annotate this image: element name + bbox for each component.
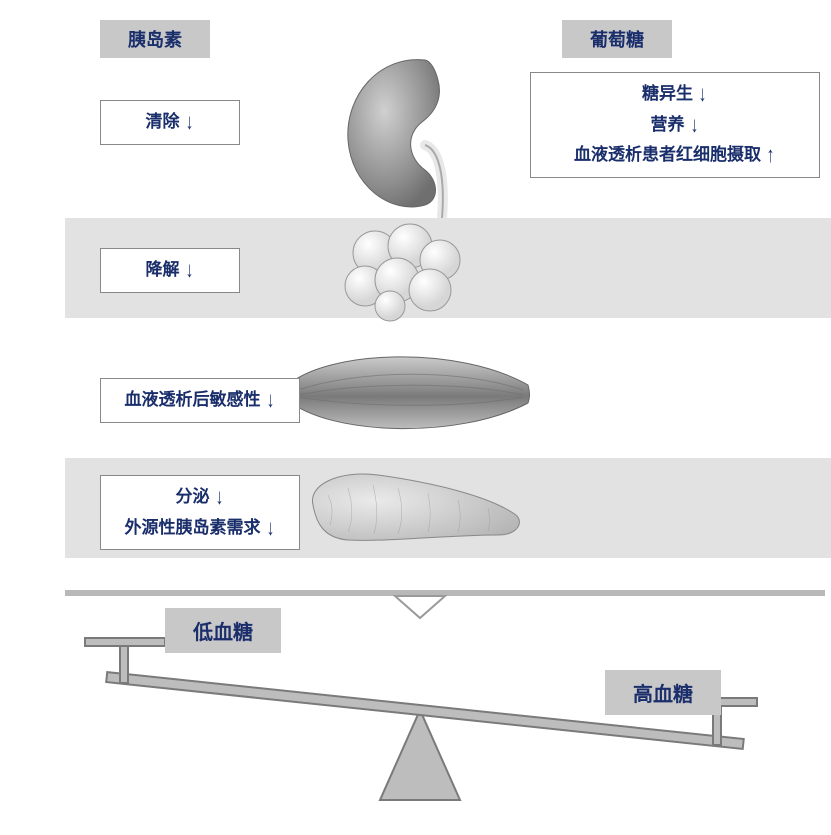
pancreas-left-line-1: 外源性胰岛素需求 ↓: [111, 513, 289, 544]
kidney-left-text-0: 清除: [146, 107, 180, 138]
down-arrow-icon: ↓: [266, 389, 274, 411]
kidney-right-box: 糖异生 ↓ 营养 ↓ 血液透析患者红细胞摄取 ↑: [530, 72, 820, 178]
pancreas-left-text-0: 分泌: [176, 482, 210, 513]
down-arrow-icon: ↓: [185, 111, 193, 133]
seesaw-right-text: 高血糖: [633, 684, 693, 706]
kidney-left-box: 清除 ↓: [100, 100, 240, 145]
seesaw-right-label: 高血糖: [605, 670, 721, 715]
kidney-left-line-0: 清除 ↓: [111, 107, 229, 138]
adipose-icon: [335, 218, 475, 328]
seesaw-diagram: 低血糖 高血糖: [65, 590, 821, 820]
muscle-left-box: 血液透析后敏感性 ↓: [100, 378, 300, 423]
pancreas-left-line-0: 分泌 ↓: [111, 482, 289, 513]
header-insulin-text: 胰岛素: [128, 30, 182, 50]
header-insulin: 胰岛素: [100, 20, 210, 58]
up-arrow-icon: ↑: [767, 144, 775, 166]
kidney-right-line-0: 糖异生 ↓: [541, 79, 809, 110]
adipose-left-box: 降解 ↓: [100, 248, 240, 293]
pancreas-left-box: 分泌 ↓ 外源性胰岛素需求 ↓: [100, 475, 300, 550]
pancreas-left-text-1: 外源性胰岛素需求: [125, 513, 261, 544]
pancreas-icon: [298, 460, 528, 565]
seesaw-left-label: 低血糖: [165, 608, 281, 653]
header-glucose: 葡萄糖: [562, 20, 672, 58]
down-arrow-icon: ↓: [690, 114, 698, 136]
header-glucose-text: 葡萄糖: [590, 30, 644, 50]
kidney-right-line-2: 血液透析患者红细胞摄取 ↑: [541, 140, 809, 171]
muscle-icon: [278, 335, 538, 455]
muscle-left-line-0: 血液透析后敏感性 ↓: [111, 385, 289, 416]
kidney-right-text-2: 血液透析患者红细胞摄取: [574, 140, 761, 171]
down-arrow-icon: ↓: [699, 83, 707, 105]
down-arrow-icon: ↓: [185, 259, 193, 281]
kidney-right-text-1: 营养: [651, 110, 685, 141]
kidney-right-line-1: 营养 ↓: [541, 110, 809, 141]
kidney-right-text-0: 糖异生: [642, 79, 693, 110]
adipose-left-line-0: 降解 ↓: [111, 255, 229, 286]
down-arrow-icon: ↓: [215, 486, 223, 508]
muscle-left-text-0: 血液透析后敏感性: [125, 385, 261, 416]
kidney-icon: [330, 50, 490, 225]
seesaw-left-text: 低血糖: [193, 622, 253, 644]
adipose-left-text-0: 降解: [146, 255, 180, 286]
down-arrow-icon: ↓: [266, 517, 274, 539]
